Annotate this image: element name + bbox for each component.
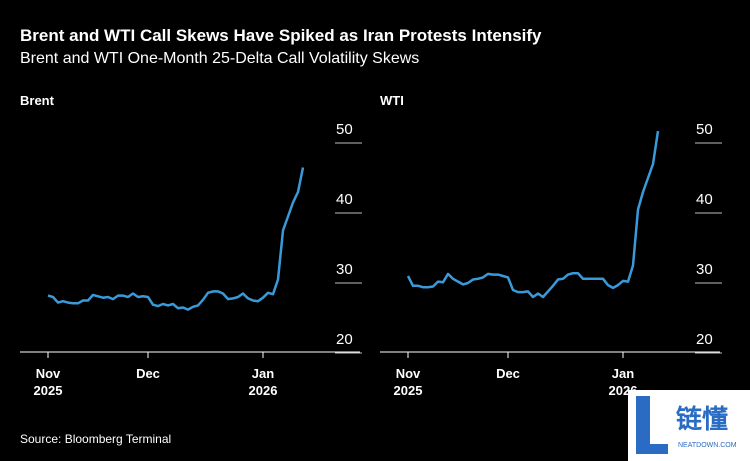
line-series (47, 167, 305, 311)
x-tick-label: Jan 2026 (609, 366, 638, 398)
watermark-logo (636, 396, 668, 454)
watermark-text: 链懂 (676, 404, 728, 434)
x-tick-label: Jan 2026 (249, 366, 278, 398)
y-tick-label: 20 (336, 331, 353, 348)
y-tick-label: 30 (696, 261, 713, 278)
y-tick-label: 50 (696, 121, 713, 138)
x-tick-label: Nov 2025 (34, 366, 63, 398)
line-series (406, 130, 660, 299)
x-tick-label: Nov 2025 (394, 366, 423, 398)
y-tick-label: 50 (336, 121, 353, 138)
chart-title: Brent and WTI Call Skews Have Spiked as … (20, 26, 542, 45)
x-tick-label: Dec (136, 366, 160, 381)
y-tick-label: 40 (696, 191, 713, 208)
x-tick-label: Dec (496, 366, 520, 381)
source: Source: Bloomberg Terminal (20, 432, 171, 446)
y-tick-label: 30 (336, 261, 353, 278)
panel-title: WTI (380, 93, 404, 108)
y-tick-label: 40 (336, 191, 353, 208)
watermark-url: NEATDOWN.COM (678, 442, 737, 449)
chart-subtitle: Brent and WTI One-Month 25-Delta Call Vo… (20, 50, 419, 67)
panel-title: Brent (20, 93, 55, 108)
y-tick-label: 20 (696, 331, 713, 348)
